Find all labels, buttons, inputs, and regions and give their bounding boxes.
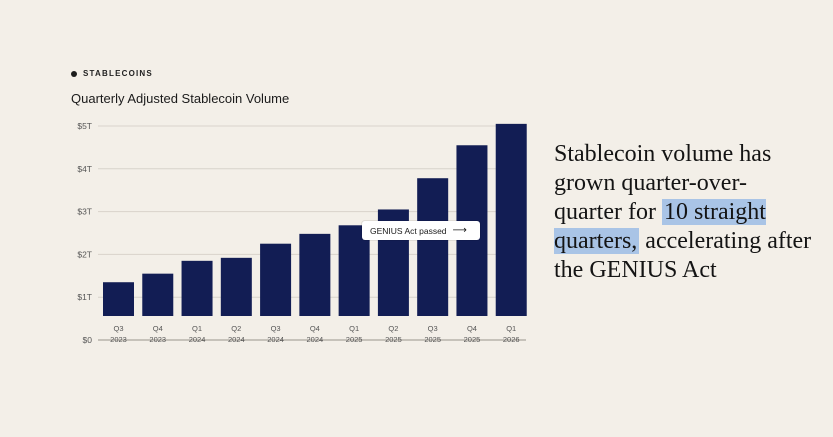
x-tick-label-year: 2025 [346, 335, 363, 344]
bar [142, 273, 174, 316]
x-tick-label-year: 2026 [503, 335, 520, 344]
section-tag-label: STABLECOINS [83, 69, 153, 78]
y-tick-label: $2T [77, 249, 92, 259]
x-tick-label-year: 2025 [464, 335, 481, 344]
headline-text-after: accelerating after the GENIUS Act [554, 228, 812, 283]
bar [220, 257, 252, 316]
x-tick-label-quarter: Q1 [506, 324, 516, 333]
bar [260, 243, 292, 316]
bar [495, 123, 527, 316]
bar [181, 260, 213, 316]
x-tick-label-year: 2025 [424, 335, 441, 344]
x-tick-label-year: 2024 [189, 335, 206, 344]
x-tick-label-year: 2023 [149, 335, 166, 344]
y-tick-label: $3T [77, 207, 92, 217]
x-tick-label-quarter: Q3 [271, 324, 281, 333]
y-tick-label: $0 [83, 335, 93, 345]
y-tick-label: $1T [77, 292, 92, 302]
x-tick-label-quarter: Q4 [153, 324, 163, 333]
bar [103, 282, 134, 316]
x-tick-label-quarter: Q1 [349, 324, 359, 333]
chart-title: Quarterly Adjusted Stablecoin Volume [71, 91, 290, 106]
x-tick-label-quarter: Q1 [192, 324, 202, 333]
bar [417, 178, 449, 316]
section-tag: STABLECOINS [71, 69, 153, 78]
annotation-label: GENIUS Act passed [370, 225, 447, 236]
bar [338, 225, 370, 316]
y-tick-label: $5T [77, 121, 92, 131]
x-tick-label-year: 2024 [307, 335, 324, 344]
x-tick-label-year: 2025 [385, 335, 402, 344]
x-tick-label-quarter: Q4 [467, 324, 477, 333]
x-tick-label-year: 2024 [228, 335, 245, 344]
genius-act-annotation: GENIUS Act passed ⟶ [362, 221, 480, 240]
x-tick-label-year: 2024 [267, 335, 284, 344]
x-tick-label-quarter: Q2 [388, 324, 398, 333]
x-tick-label-year: 2023 [110, 335, 127, 344]
x-tick-label-quarter: Q2 [231, 324, 241, 333]
headline: Stablecoin volume has grown quarter-over… [554, 140, 814, 285]
x-tick-label-quarter: Q3 [113, 324, 123, 333]
bullet-dot-icon [71, 70, 77, 77]
arrow-right-icon: ⟶ [452, 224, 467, 236]
bar [299, 233, 331, 316]
y-tick-label: $4T [77, 164, 92, 174]
x-tick-label-quarter: Q3 [428, 324, 438, 333]
headline-text-before: Stablecoin volume has grown quarter-over… [554, 141, 772, 225]
x-tick-label-quarter: Q4 [310, 324, 320, 333]
